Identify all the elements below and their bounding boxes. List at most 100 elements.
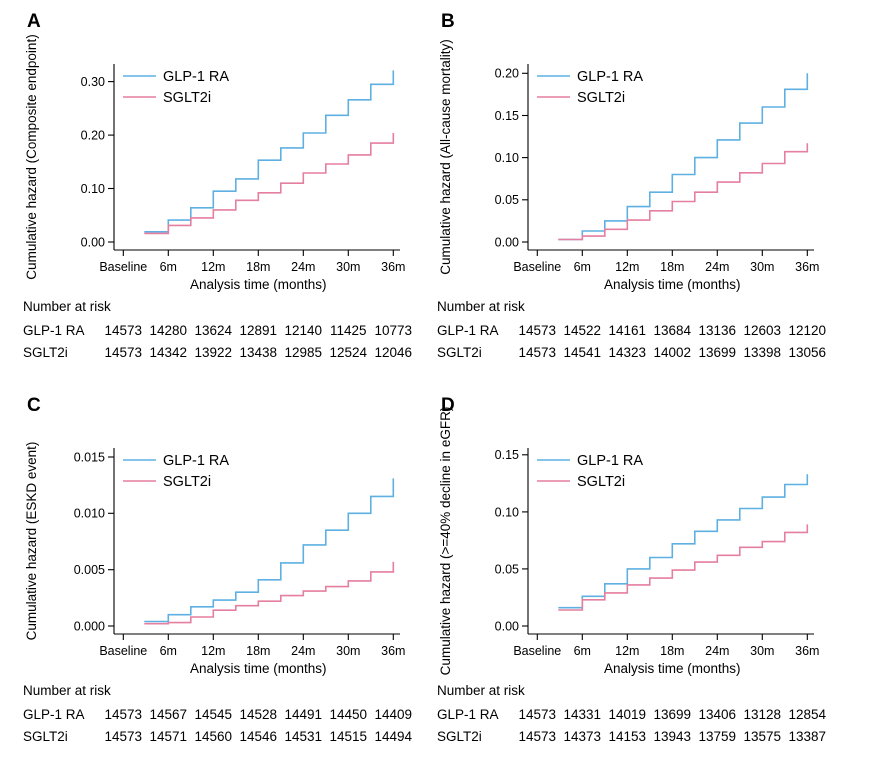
y-tick-label: 0.010 [74,507,105,521]
x-tick-label: 12m [201,644,225,658]
x-axis-title: Analysis time (months) [190,661,327,676]
risk-count: 12854 [788,707,827,722]
risk-count: 11425 [330,323,367,338]
risk-row-glp1-ra: GLP-1 RA 14573 14522 14161 13684 13136 12603 12… [424,323,864,341]
risk-count: 14573 [104,345,143,360]
legend-label-sglt2i: SGLT2i [163,90,211,106]
y-tick-label: 0.30 [81,75,105,89]
risk-count: 14573 [518,323,557,338]
risk-count: 14002 [653,345,692,360]
series-curve-sglt2i [144,133,395,235]
risk-count: 14515 [329,729,368,744]
x-tick-label: 36m [381,644,405,658]
risk-count: 14019 [608,707,647,722]
x-tick-label: 24m [291,260,315,274]
y-tick-label: 0.005 [74,563,105,577]
x-tick-label: 24m [291,644,315,658]
x-tick-label: 18m [246,644,270,658]
y-tick-label: 0.05 [495,562,519,576]
y-tick-label: 0.10 [495,505,519,519]
risk-count: 13056 [788,345,827,360]
risk-row-label: SGLT2i [437,729,482,744]
risk-row-sglt2i: SGLT2i 14573 14373 14153 13943 13759 13575 1338… [424,729,864,747]
chart-A: 0.00 0.10 0.20 0.30 Baseline 6m 12m 18m 24m 30m 36… [24,34,405,292]
risk-count: 14331 [563,707,602,722]
risk-count: 13684 [653,323,692,338]
panel-letter-A: A [27,11,41,32]
legend-label-sglt2i: SGLT2i [577,474,625,490]
x-tick-label: 18m [660,260,684,274]
legend-label-sglt2i: SGLT2i [577,90,625,106]
x-tick-label: 30m [750,644,774,658]
y-axis-title: Cumulative hazard (All-cause mortality) [438,39,453,275]
chart-D: 0.00 0.05 0.10 0.15 Baseline 6m 12m 18m 24m 30m 36… [438,407,819,676]
risk-count: 14573 [104,729,143,744]
y-tick-label: 0.00 [81,235,105,249]
risk-count: 14373 [563,729,602,744]
risk-row-label: SGLT2i [23,345,68,360]
x-tick-label: 18m [246,260,270,274]
risk-row-label: GLP-1 RA [437,707,499,722]
x-tick-label: 36m [381,260,405,274]
x-tick-label: 24m [705,260,729,274]
series-curve-sglt2i [144,561,395,625]
x-tick-label: 6m [574,644,591,658]
risk-count: 14153 [608,729,647,744]
y-tick-label: 0.15 [495,448,519,462]
risk-count: 12603 [743,323,782,338]
risk-count: 14494 [374,729,413,744]
x-tick-label: 6m [160,260,177,274]
x-axis-title: Analysis time (months) [604,661,741,676]
panel-letter-C: C [27,395,41,416]
x-tick-label: Baseline [99,644,147,658]
chart-B: 0.00 0.05 0.10 0.15 0.20 Baseline 6m 12m 18m 24m 3… [438,39,819,292]
legend-label-sglt2i: SGLT2i [163,474,211,490]
y-tick-label: 0.20 [495,67,519,81]
series-curve-glp1-ra [144,70,395,233]
risk-count: 14531 [284,729,323,744]
y-tick-label: 0.000 [74,619,105,633]
risk-count: 13699 [698,345,737,360]
risk-count: 14541 [563,345,602,360]
risk-count: 14528 [239,707,278,722]
risk-count: 12140 [284,323,323,338]
risk-count: 12524 [329,345,368,360]
risk-count: 13406 [698,707,737,722]
risk-row-label: GLP-1 RA [437,323,499,338]
number-at-risk-table: Number at risk GLP-1 RA 14573 14331 14019 136… [424,683,864,758]
risk-count: 14573 [518,707,557,722]
legend-label-glp1-ra: GLP-1 RA [577,453,643,469]
risk-count: 12120 [788,323,827,338]
risk-row-label: GLP-1 RA [23,323,85,338]
x-tick-label: 30m [750,260,774,274]
risk-table-header: Number at risk [23,299,111,314]
risk-table-header: Number at risk [437,683,525,698]
risk-row-glp1-ra: GLP-1 RA 14573 14331 14019 13699 13406 13128 12… [424,707,864,725]
series-curve-glp1-ra [558,474,809,609]
panel-D: D 0.00 0.05 0.10 0.15 Baseline 6m 12m 18m 24m 30m 3… [424,392,869,764]
x-tick-label: 12m [615,644,639,658]
x-tick-label: Baseline [99,260,147,274]
panel-B: B 0.00 0.05 0.10 0.15 0.20 Baseline 6m 12m 18m 24m… [424,8,869,380]
chart-C: 0.000 0.005 0.010 0.015 Baseline 6m 12m 18m 24m 3… [24,442,405,676]
number-at-risk-table: Number at risk GLP-1 RA 14573 14522 14161 136… [424,299,864,374]
x-tick-label: 30m [336,644,360,658]
risk-row-label: SGLT2i [23,729,68,744]
x-tick-label: 18m [660,644,684,658]
risk-count: 12046 [374,345,413,360]
risk-count: 13943 [653,729,692,744]
x-axis-title: Analysis time (months) [190,277,327,292]
y-tick-label: 0.00 [495,235,519,249]
risk-count: 14280 [149,323,188,338]
number-at-risk-table: Number at risk GLP-1 RA 14573 14567 14545 145… [10,683,450,758]
risk-count: 14522 [563,323,602,338]
series-curve-glp1-ra [558,73,809,241]
risk-row-sglt2i: SGLT2i 14573 14571 14560 14546 14531 14515 1449… [10,729,450,747]
risk-count: 12985 [284,345,323,360]
legend-label-glp1-ra: GLP-1 RA [163,453,229,469]
legend-label-glp1-ra: GLP-1 RA [577,69,643,85]
risk-row-label: GLP-1 RA [23,707,85,722]
y-tick-label: 0.00 [495,619,519,633]
panel-letter-B: B [441,11,455,32]
